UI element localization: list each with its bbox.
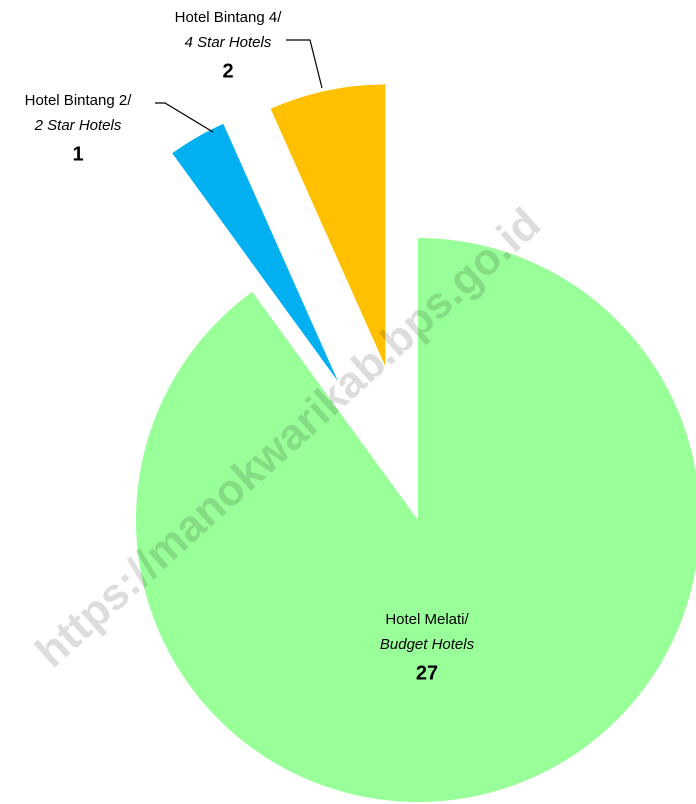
slice-label-en: 2 Star Hotels <box>34 117 122 134</box>
slices <box>136 84 696 802</box>
slice-label-en: 4 Star Hotels <box>185 34 272 51</box>
value-label: 1 <box>72 143 83 165</box>
pie-slice <box>270 84 386 367</box>
slice-label: Hotel Bintang 4/ <box>175 9 283 26</box>
labels: Hotel Melati/Budget Hotels 27 Hotel Bintan… <box>25 9 475 684</box>
leader-line <box>286 39 323 89</box>
slice-label-en: Budget Hotels <box>380 636 475 653</box>
leader-line <box>155 102 214 133</box>
slice-label: Hotel Bintang 2/ <box>25 92 133 109</box>
value-label: 2 <box>222 60 233 82</box>
slice-label: Hotel Melati/ <box>385 611 469 628</box>
value-label: 27 <box>416 662 438 684</box>
pie-slice <box>172 123 338 382</box>
pie-slice <box>136 238 696 802</box>
